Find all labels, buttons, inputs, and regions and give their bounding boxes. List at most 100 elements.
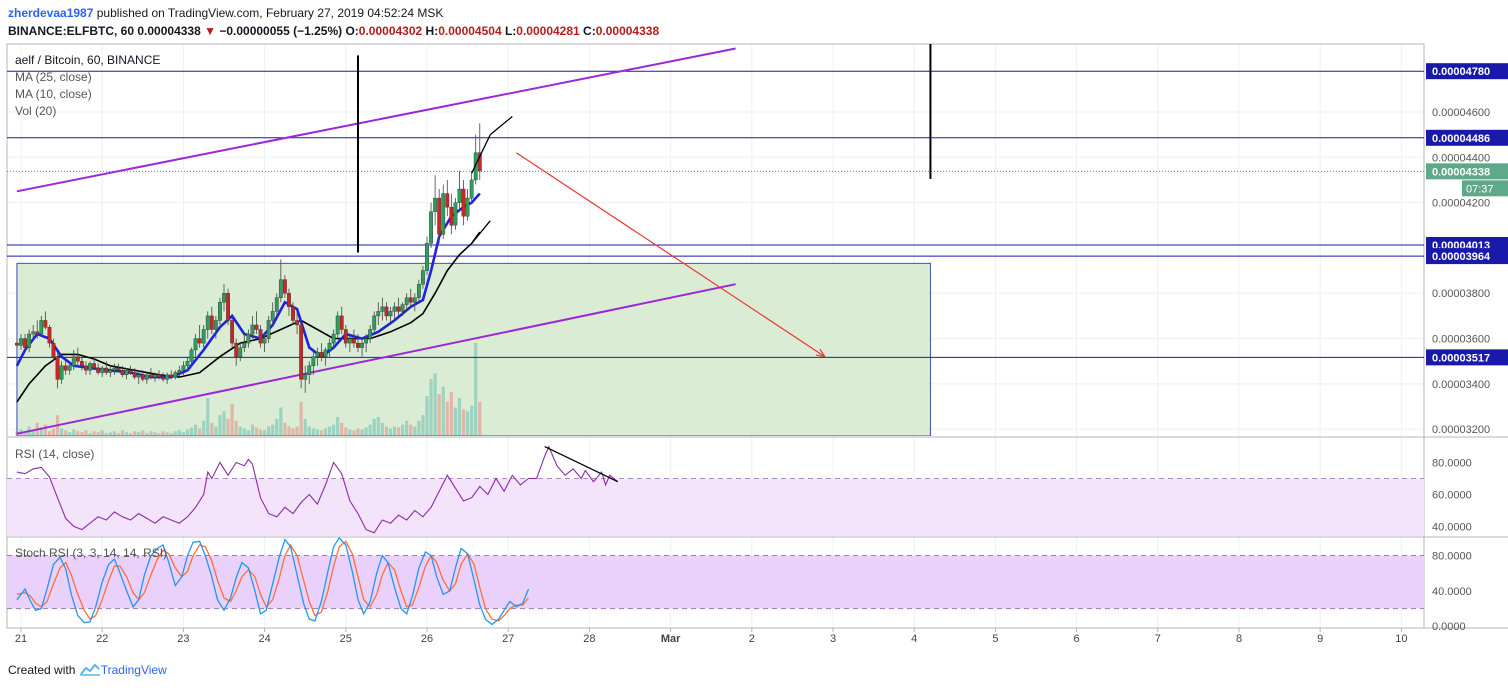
price-tick-label: 0.00004400 [1432,152,1490,164]
volume-bar [47,431,52,436]
candle-body [352,338,356,344]
volume-bar [319,430,324,436]
open-value: 0.00004302 [358,24,423,38]
volume-bar [84,430,88,436]
volume-bar [453,407,458,436]
stoch-k-line [16,537,530,626]
rsi-line [16,445,619,534]
price-tick-label: 0.00003200 [1432,424,1490,436]
author-name[interactable]: zherdevaa1987 [8,6,94,20]
candle-body [120,370,125,376]
volume-bar [372,418,376,436]
volume-bar [234,420,238,436]
candle-body [246,333,251,344]
time-tick-label: 3 [830,633,836,645]
time-tick-label: 6 [1074,633,1080,645]
candles [15,123,482,393]
candle-body [433,197,438,212]
candle-body [27,333,32,348]
candle-body [262,338,267,344]
candle-body [388,311,393,317]
candle-body [274,297,279,312]
volume-bar [202,420,206,436]
candle-body [360,342,364,348]
volume-bar [169,433,173,436]
wedge-line [489,115,513,136]
high-value: 0.00004504 [438,24,502,38]
candle-body [368,329,373,339]
range-box [16,262,931,436]
candle-body [465,197,470,217]
candle-body [461,188,466,217]
stoch-d-line [16,540,530,622]
close-value: 0.00004338 [595,24,660,38]
volume-bar [133,431,137,436]
candle-body [457,188,462,203]
rsi-tick-label: 60.0000 [1432,489,1472,501]
candle-body [343,329,348,344]
candle-body [303,374,308,380]
volume-bar [206,398,210,436]
candle-body [299,324,304,380]
candle-body [201,329,206,344]
level-price-label: 0.00004780 [1432,66,1490,78]
volume-bar [226,418,230,436]
candle-body [55,356,60,380]
volume-bar [449,392,453,436]
volume-bar [356,428,360,436]
candle-body [384,306,389,317]
candle-body [181,365,186,371]
candle-body [254,324,259,330]
volume-bar [189,427,194,436]
candle-body [140,374,145,380]
volume-bar [303,418,307,436]
tradingview-brand[interactable]: TradingView [100,663,167,677]
volume-bar [437,394,441,436]
candle-body [108,370,113,373]
volume-bar [112,431,116,436]
time-tick-label: 5 [992,633,998,645]
volume-bar [340,422,344,436]
price-pane [7,44,1424,436]
candle-body [67,365,72,371]
candle-body [283,279,287,294]
candle-body [449,206,454,226]
bar-countdown: 07:37 [1466,183,1494,195]
candle-body [47,327,52,344]
chart-header: zherdevaa1987 published on TradingView.c… [8,4,659,40]
candle-body [445,193,450,208]
volume-bar [368,424,372,436]
footer: Created with TradingView [8,662,167,678]
volume-bar [279,407,283,436]
stoch-title: Stoch RSI (3, 3, 14, 14, RSI) [15,546,167,560]
level-price-badge [1426,248,1508,265]
stoch-pane [7,537,1424,626]
candle-body [421,270,425,285]
tradingview-cloud-icon [79,663,100,676]
candle-body [116,367,121,371]
volume-bar [429,379,433,436]
candle-body [71,356,76,366]
candle-body [295,320,299,326]
candle-body [327,342,332,351]
volume-bar [104,433,108,436]
candle-body [287,293,291,308]
candle-body [258,329,263,344]
volume-bar [275,418,279,436]
stoch-tick-label: 0.0000 [1432,621,1466,633]
level-price-label: 0.00003517 [1432,352,1490,364]
low-label: L: [504,24,517,38]
volume-bar [145,433,149,436]
last-price-label: 0.00004338 [1432,166,1490,178]
publish-line: zherdevaa1987 published on TradingView.c… [8,4,659,22]
candle-body [335,315,340,335]
rsi-band [7,478,1424,536]
volume-bar [153,432,157,436]
volume-bar [352,430,356,436]
volume-bar [100,430,104,436]
change-arrow-icon: ▼ [204,24,216,38]
volume-bar [173,431,177,436]
volume-bar [323,428,328,436]
volume-bar [161,431,165,436]
